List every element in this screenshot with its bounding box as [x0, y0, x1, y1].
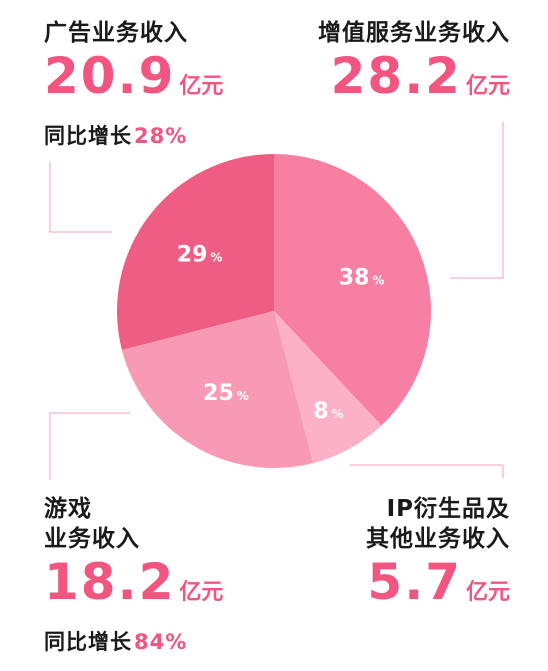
- ip-category-line2: 其他业务收入: [366, 526, 510, 552]
- game-value-line: 18.2 亿元: [44, 554, 223, 622]
- ip-unit: 亿元: [465, 580, 510, 605]
- game-growth-label: 同比增长: [44, 630, 132, 654]
- pie-slice-vas: [274, 154, 431, 426]
- pie-label-percent-ad: %: [210, 250, 222, 264]
- game-category-line1: 游戏: [44, 496, 92, 522]
- connector-ip: [350, 464, 504, 478]
- pie-label-value-ad: 29: [177, 242, 208, 267]
- game-unit: 亿元: [179, 580, 224, 605]
- game-growth: 同比增长84%: [44, 628, 223, 656]
- pie-label-value-ip: 8: [313, 399, 328, 424]
- game-category-line2: 业务收入: [44, 526, 140, 552]
- pie-slices: [116, 154, 431, 469]
- pie-slice-labels: 29 %38 %8 %25%: [177, 242, 385, 424]
- ad-category-label: 广告业务收入: [44, 20, 188, 46]
- pie-label-value-vas: 38: [339, 265, 370, 290]
- pie-slice-game: [121, 311, 314, 469]
- ad-revenue-block: 广告业务收入 20.9 亿元 同比增长28%: [44, 18, 223, 150]
- connector-ad: [49, 162, 112, 233]
- ad-growth-label: 同比增长: [44, 124, 132, 148]
- vas-revenue-block: 增值服务业务收入 28.2 亿元: [318, 18, 510, 116]
- pie-slice-ad: [116, 154, 274, 351]
- pie-label-percent-ip: %: [332, 407, 344, 421]
- pie-label-ad: 29%: [177, 242, 223, 267]
- vas-value-line: 28.2 亿元: [318, 48, 510, 116]
- ad-value-line: 20.9 亿元: [44, 48, 223, 116]
- game-value: 18.2: [44, 553, 176, 611]
- ad-growth: 同比增长28%: [44, 122, 223, 150]
- pie-label-percent-vas: %: [372, 273, 384, 287]
- ip-revenue-block: IP衍生品及 其他业务收入 5.7 亿元: [366, 494, 510, 622]
- ip-category-line1: IP衍生品及: [386, 496, 510, 522]
- ip-value: 5.7: [367, 553, 462, 611]
- vas-unit: 亿元: [465, 74, 510, 99]
- pie-label-game: 25%: [203, 381, 249, 406]
- pie-label-vas: 38%: [339, 265, 385, 290]
- ad-growth-value: 28%: [134, 124, 188, 148]
- game-revenue-block: 游戏 业务收入 18.2 亿元 同比增长84%: [44, 494, 223, 656]
- ad-value: 20.9: [44, 47, 176, 105]
- vas-category-label: 增值服务业务收入: [318, 20, 510, 46]
- connector-vas: [450, 122, 504, 279]
- ip-value-line: 5.7 亿元: [366, 554, 510, 622]
- vas-value: 28.2: [330, 47, 462, 105]
- pie-slice-ip: [274, 311, 382, 464]
- game-growth-value: 84%: [134, 630, 188, 654]
- pie-label-value-game: 25: [203, 381, 234, 406]
- connector-game: [49, 412, 130, 480]
- pie-label-percent-game: %: [237, 389, 249, 403]
- pie-label-ip: 8%: [313, 399, 343, 424]
- ad-unit: 亿元: [179, 74, 224, 99]
- connector-lines: [49, 122, 504, 480]
